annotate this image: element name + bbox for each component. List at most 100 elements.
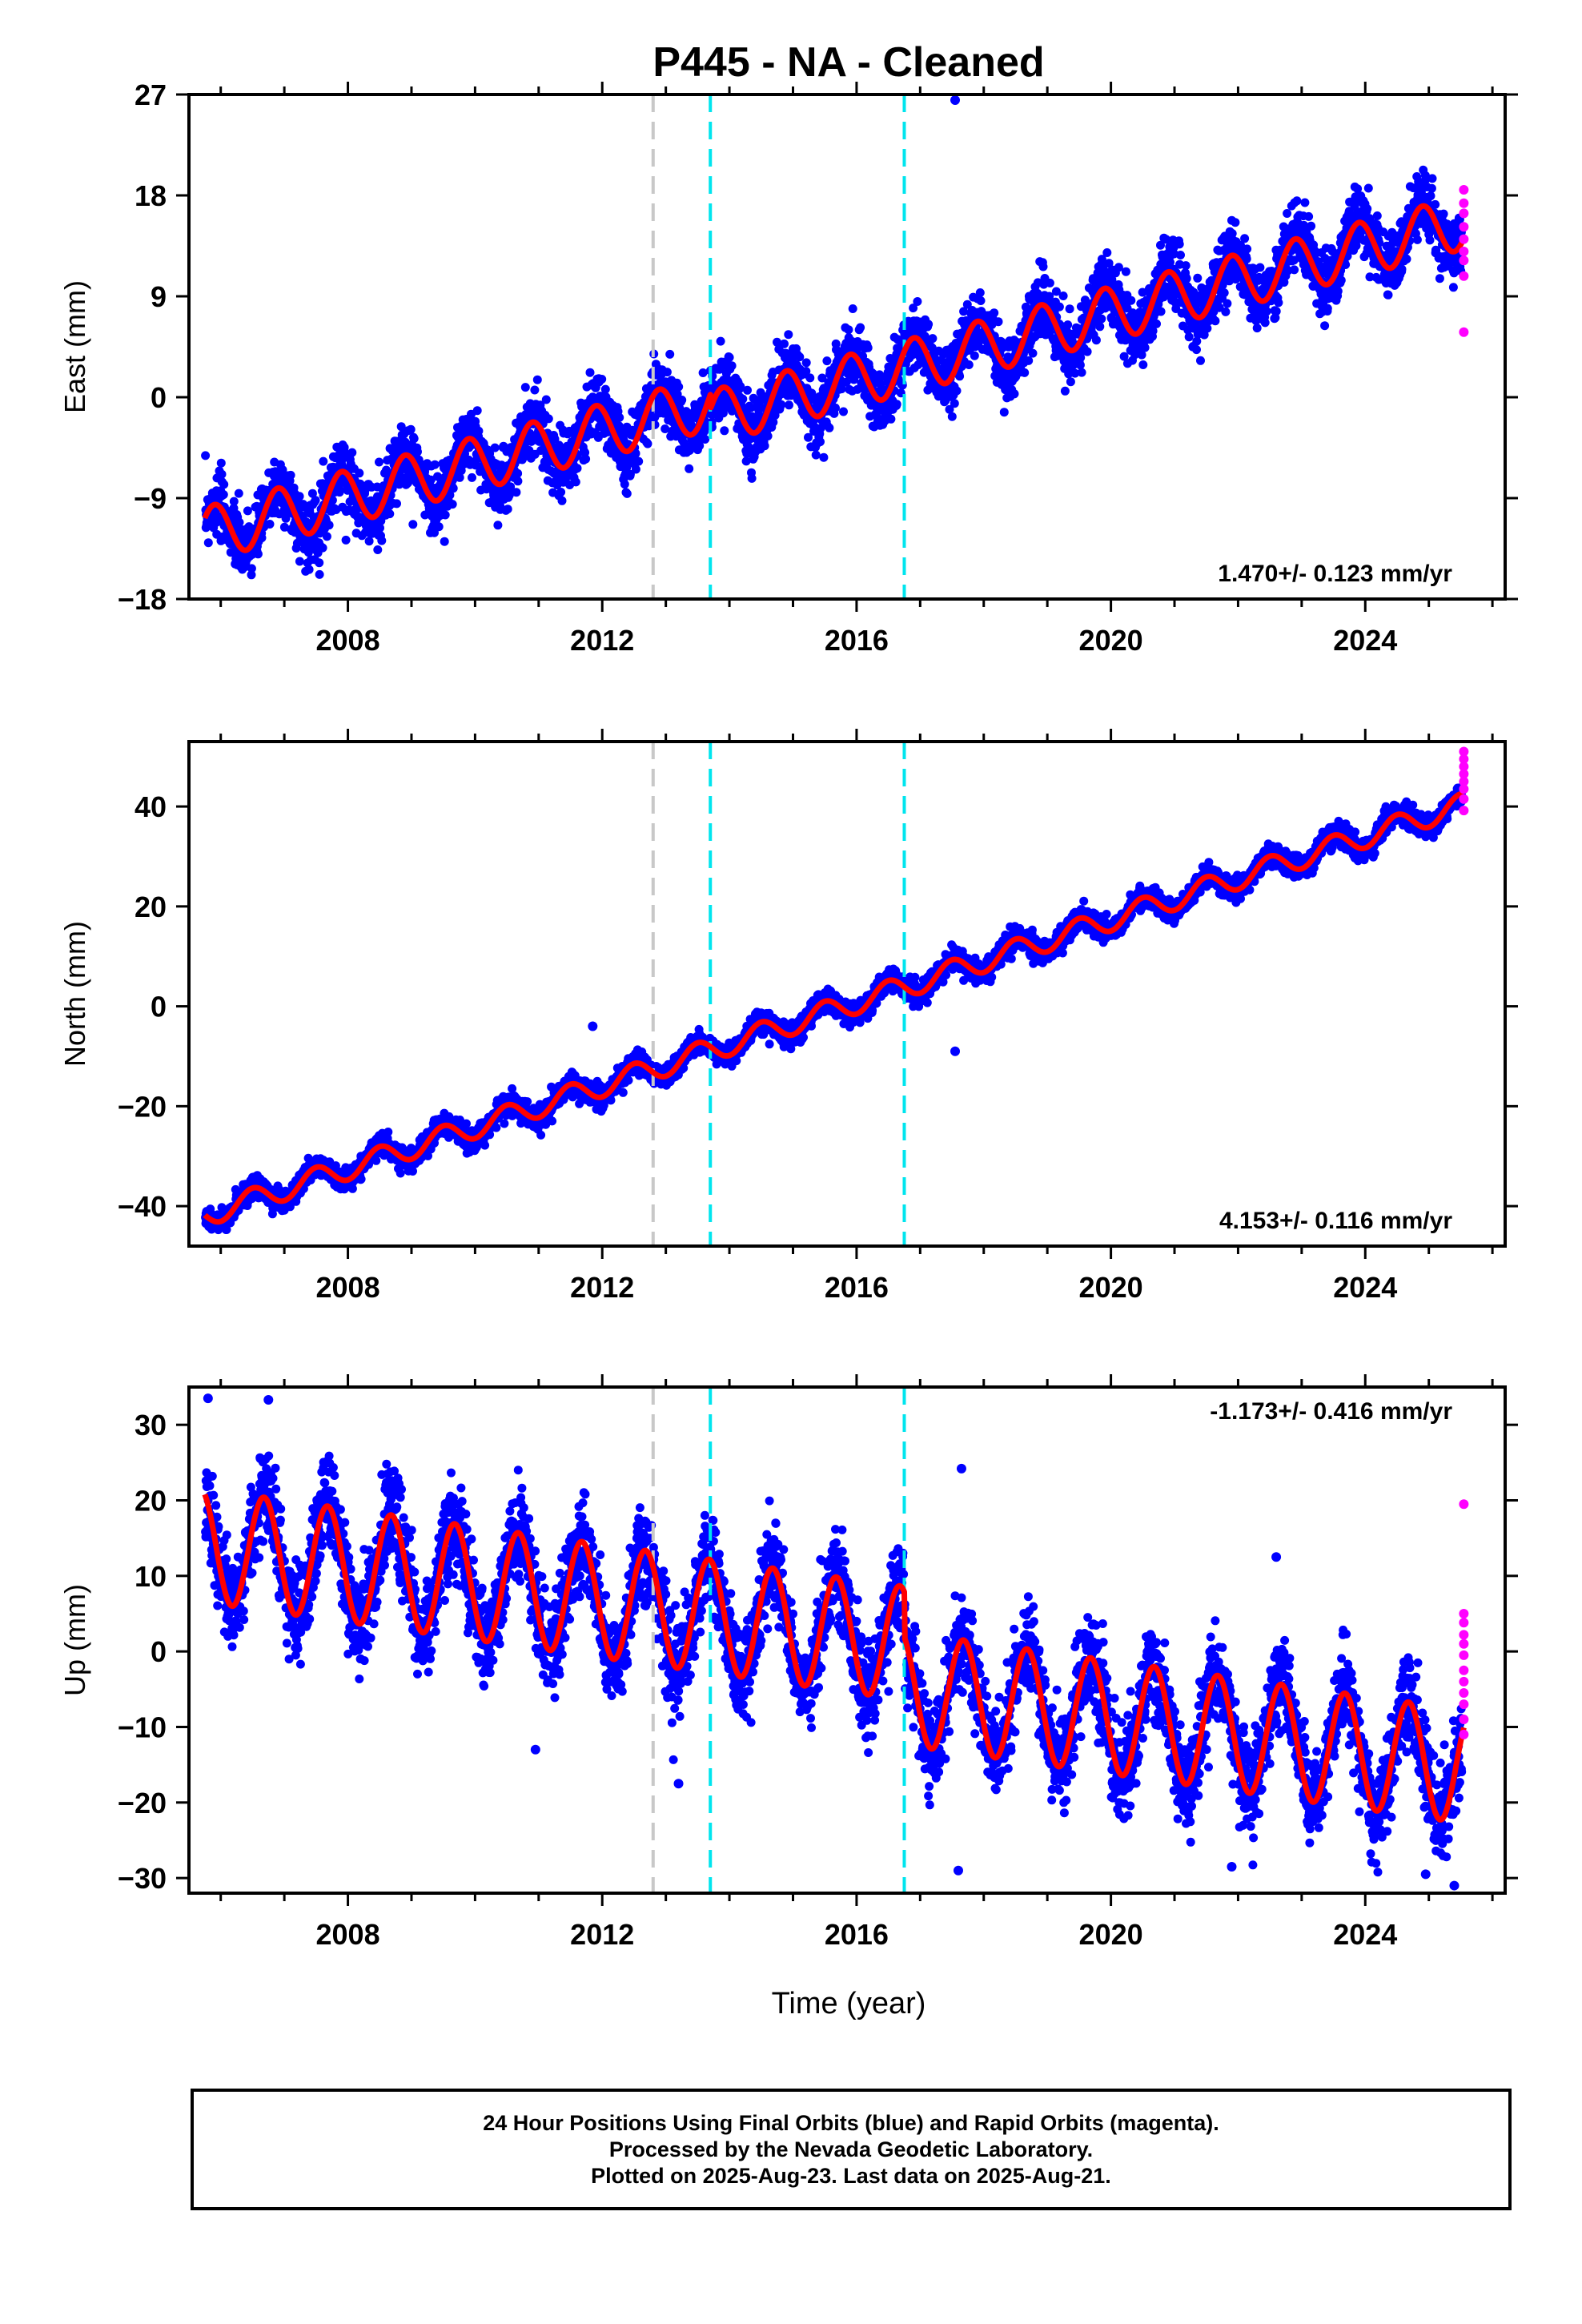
final-orbit-point [1082, 347, 1092, 356]
final-orbit-point [990, 308, 999, 318]
final-orbit-point [541, 395, 551, 404]
final-orbit-point [1307, 221, 1316, 231]
final-orbit-point [571, 477, 580, 487]
final-orbit-point [1156, 307, 1166, 316]
final-orbit-point [1097, 314, 1106, 324]
final-orbit-point [952, 386, 962, 396]
rapid-orbit-point [1459, 327, 1469, 337]
rapid-orbit-point [1459, 222, 1469, 232]
final-orbit-point [1255, 263, 1265, 272]
final-orbit-point [585, 368, 595, 377]
rapid-orbit-point [1459, 234, 1469, 244]
final-orbit-point [355, 468, 364, 478]
final-orbit-point [1383, 290, 1393, 300]
final-orbit-point [1252, 324, 1262, 333]
final-orbit-point [773, 337, 781, 347]
x-tick-label: 2016 [825, 624, 889, 657]
final-orbit-point [597, 375, 607, 384]
final-orbit-point [315, 558, 324, 568]
final-orbit-point [700, 427, 709, 436]
final-orbit-point [994, 317, 1003, 327]
final-orbit-point [975, 288, 985, 297]
final-orbit-point [1372, 211, 1382, 220]
final-orbit-point [631, 464, 640, 474]
final-orbit-point [950, 399, 959, 408]
final-orbit-point [408, 520, 418, 529]
final-orbit-point [472, 406, 482, 416]
final-orbit-point [725, 352, 734, 362]
final-orbit-point [406, 424, 416, 434]
final-orbit-point [817, 373, 827, 383]
final-orbit-point [769, 417, 778, 427]
final-orbit-point [203, 538, 213, 548]
final-orbit-point [801, 358, 811, 368]
final-orbit-point [243, 506, 252, 516]
final-orbit-point [665, 349, 675, 359]
final-orbit-point [685, 464, 694, 473]
final-orbit-point [1070, 368, 1080, 378]
final-orbit-point [304, 565, 314, 574]
final-orbit-point [219, 490, 228, 500]
final-orbit-point [1152, 319, 1161, 328]
final-orbit-point [377, 536, 387, 545]
final-orbit-point [716, 336, 725, 346]
x-tick-label: 2008 [316, 624, 380, 657]
rapid-orbit-point [1459, 198, 1469, 208]
final-orbit-point [512, 488, 521, 497]
final-orbit-point [1028, 348, 1038, 358]
final-orbit-point [674, 382, 684, 392]
final-orbit-point [763, 432, 773, 440]
x-tick-label: 2024 [1333, 624, 1397, 657]
final-orbit-point [1102, 248, 1112, 257]
final-orbit-point [409, 434, 419, 444]
final-orbit-point [373, 545, 383, 554]
figure-title: P445 - NA - Cleaned [652, 39, 1044, 86]
final-orbit-point [1427, 174, 1437, 183]
final-orbit-point [503, 505, 512, 514]
final-orbit-point [1323, 304, 1332, 313]
final-orbit-point [318, 543, 327, 553]
final-orbit-point [927, 343, 937, 352]
final-orbit-point [1181, 261, 1191, 271]
final-orbit-point [247, 570, 256, 580]
final-orbit-point [253, 549, 263, 559]
final-orbit-point [1063, 320, 1073, 330]
final-orbit-point [886, 414, 896, 424]
final-orbit-point [426, 475, 436, 485]
final-orbit-point [364, 537, 374, 546]
final-orbit-point [532, 375, 542, 384]
final-orbit-point [311, 496, 320, 505]
final-orbit-point [430, 460, 440, 469]
final-orbit-point [493, 521, 503, 530]
final-orbit-point [677, 396, 687, 404]
final-orbit-point [1320, 321, 1330, 331]
final-orbit-point [1435, 274, 1444, 283]
final-orbit-point [804, 432, 813, 442]
final-orbit-point [1121, 267, 1130, 276]
final-orbit-point [396, 422, 406, 432]
final-orbit-point [235, 517, 244, 527]
final-orbit-point [544, 414, 553, 424]
final-orbit-point [662, 368, 672, 377]
final-orbit-point [822, 356, 832, 366]
final-orbit-point [970, 351, 979, 360]
final-orbit-point [661, 424, 670, 433]
plot-area-north [201, 742, 1469, 1246]
final-orbit-point [924, 320, 934, 329]
final-orbit-point [216, 458, 226, 468]
final-orbit-point [1196, 356, 1205, 365]
final-orbit-point [339, 443, 349, 452]
final-orbit-point [201, 451, 211, 460]
final-orbit-point [520, 383, 530, 392]
final-orbit-point [1192, 345, 1201, 355]
final-orbit-point [1304, 211, 1314, 221]
final-orbit-point [1231, 218, 1240, 227]
final-orbit-point [1182, 274, 1191, 283]
final-orbit-point [844, 325, 853, 335]
final-orbit-point [234, 489, 243, 498]
final-orbit-points-north [201, 783, 1467, 1235]
final-orbit-point [837, 384, 846, 394]
final-orbit-point [322, 532, 331, 541]
final-orbit-point [1060, 386, 1070, 396]
final-orbit-point [1431, 199, 1440, 209]
